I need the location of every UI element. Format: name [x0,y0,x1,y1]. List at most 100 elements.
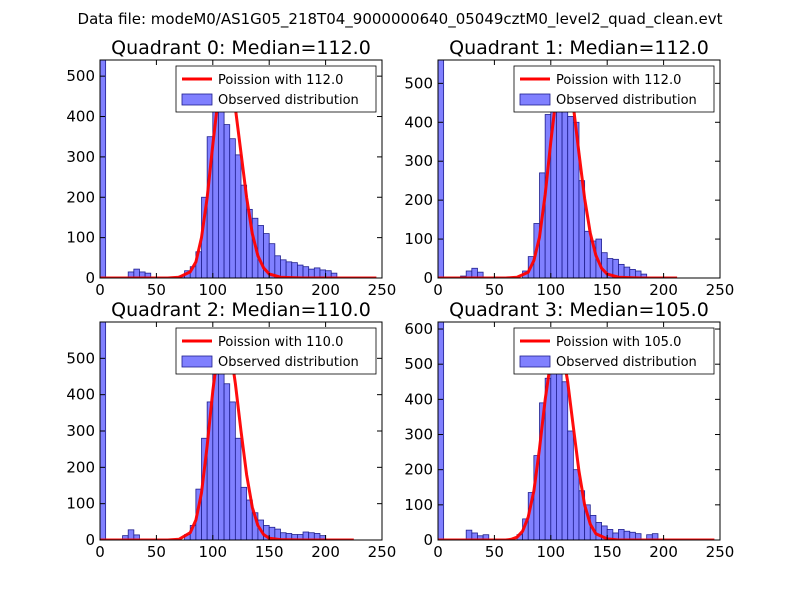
y-tick-label: 300 [404,426,433,444]
quadrant-1-plot-area [438,60,678,278]
x-tick-label: 100 [536,543,565,561]
histogram-bar [240,486,248,540]
x-tick-label: 200 [311,543,340,561]
y-tick-label: 400 [404,113,433,131]
y-tick-label: 300 [66,148,95,166]
x-tick-label: 50 [485,281,504,299]
quadrant-1-title: Quadrant 1: Median=112.0 [449,37,709,59]
legend-bar-label: Observed distribution [556,93,697,108]
histogram-bar [234,154,242,278]
histogram-bar [482,534,490,540]
histogram-bar [229,138,236,278]
histogram-bar [567,430,574,540]
axes-frame [437,59,721,279]
x-tick-label: 100 [198,543,227,561]
x-tick-label: 250 [368,281,397,299]
quadrant-3-panel: Quadrant 3: Median=105.0 0 50 100 150 200 250 0… [404,299,734,561]
y-tick-label: 500 [404,74,433,92]
quadrant-2-plot-area [100,322,354,540]
legend-line-label: Poission with 112.0 [218,73,343,88]
quadrant-2-title: Quadrant 2: Median=110.0 [111,299,371,321]
histogram-bar [229,401,236,540]
histogram-bar [280,259,287,278]
histogram-bar [640,273,648,278]
histogram-bar [296,264,304,278]
y-tick-label: 0 [85,531,95,549]
legend: Poission with 105.0 Observed distribution [513,327,715,375]
legend-bar-label: Observed distribution [218,355,359,370]
histogram-bar [567,116,574,278]
x-tick-label: 150 [255,543,284,561]
x-tick-label: 150 [593,543,622,561]
x-tick-label: 100 [536,281,565,299]
legend-bar-swatch [181,355,213,368]
y-tick-label: 200 [66,188,95,206]
histogram-bar [550,353,557,540]
legend: Poission with 112.0 Observed distribution [513,65,715,113]
legend-line-label: Poission with 105.0 [556,335,681,350]
histogram-bar [291,262,298,278]
histogram-bar [313,267,321,278]
y-tick-label: 400 [66,108,95,126]
quadrant-0-panel: Quadrant 0: Median=112.0 0 50 100 150 200 250 0… [66,37,396,299]
histogram-bar [438,60,445,278]
x-tick-label: 50 [147,543,166,561]
histogram-bar [561,381,569,540]
x-tick-label: 200 [311,281,340,299]
quadrant-3-title: Quadrant 3: Median=105.0 [449,299,709,321]
y-tick-label: 200 [404,461,433,479]
x-tick-label: 150 [255,281,284,299]
quadrant-0-title: Quadrant 0: Median=112.0 [111,37,371,59]
histogram-bar [218,99,225,278]
x-tick-label: 250 [706,281,735,299]
legend: Poission with 110.0 Observed distribution [175,327,377,375]
legend: Poission with 112.0 Observed distribution [175,65,377,113]
histogram-bar [285,261,293,278]
axes-frame [437,321,721,541]
y-tick-label: 500 [404,355,433,373]
histogram-bar [100,60,107,278]
y-tick-label: 400 [66,386,95,404]
legend-bar-label: Observed distribution [556,355,697,370]
histogram-bar [556,349,563,540]
y-tick-label: 100 [66,495,95,513]
y-tick-label: 0 [423,269,433,287]
legend-bar-swatch [519,93,551,106]
y-tick-label: 0 [85,269,95,287]
x-tick-label: 50 [485,543,504,561]
y-tick-label: 300 [66,422,95,440]
x-tick-label: 0 [95,543,105,561]
axes-frame [99,59,383,279]
histogram-bar [127,529,135,540]
y-tick-label: 0 [423,531,433,549]
histogram-bar [584,230,591,278]
x-tick-label: 0 [95,281,105,299]
histogram-bar [234,437,242,540]
legend-line-label: Poission with 110.0 [218,335,343,350]
y-tick-label: 100 [66,229,95,247]
y-tick-label: 500 [66,349,95,367]
quadrant-1-panel: Quadrant 1: Median=112.0 0 50 100 150 200 250 0… [404,37,734,299]
legend-bar-swatch [519,355,551,368]
y-tick-label: 200 [66,458,95,476]
y-tick-label: 500 [66,67,95,85]
y-tick-label: 100 [404,496,433,514]
histogram-bar [618,529,625,540]
quadrant-3-plot-area [438,322,715,540]
y-tick-label: 200 [404,191,433,209]
x-tick-label: 0 [433,543,443,561]
x-tick-label: 50 [147,281,166,299]
panels: Quadrant 0: Median=112.0 0 50 100 150 200 250 0… [66,37,734,561]
histogram-bar [257,225,264,278]
quadrant-2-panel: Quadrant 2: Median=110.0 0 50 100 150 200 250 0… [66,299,396,561]
legend-line-label: Poission with 112.0 [556,73,681,88]
x-tick-label: 200 [649,281,678,299]
legend-bar-label: Observed distribution [218,93,359,108]
x-tick-label: 250 [368,543,397,561]
histogram-bar [438,322,445,540]
y-tick-label: 400 [404,390,433,408]
figure-title: Data file: modeM0/AS1G05_218T04_90000006… [78,10,723,29]
x-tick-label: 250 [706,543,735,561]
x-tick-label: 0 [433,281,443,299]
